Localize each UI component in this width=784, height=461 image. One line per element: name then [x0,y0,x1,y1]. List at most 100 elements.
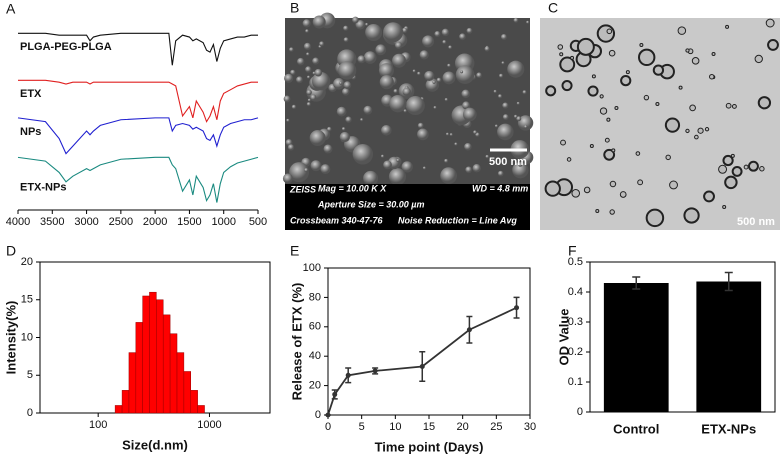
tem-image: 500 nm [540,18,780,234]
particle [440,167,457,185]
x-tick-label: 3000 [74,216,98,228]
histogram-bar [156,299,164,414]
histogram-bar [114,405,123,414]
particle [609,180,617,188]
particle [375,44,387,56]
y-axis-label: Release of ETX (%) [289,283,304,401]
y-axis-label: OD Value [556,308,571,365]
particle [703,190,715,203]
y-tick-label: 20 [309,380,321,392]
particle [417,71,421,76]
y-tick-label: 0 [577,406,583,418]
particle [383,160,392,170]
particle [570,55,575,60]
x-tick-label: 30 [524,421,536,433]
particle [652,64,665,76]
particle [747,160,759,172]
particle [544,180,561,197]
particle [757,96,772,110]
series-label: PLGA-PEG-PLGA [20,41,112,53]
particle [306,89,312,96]
particle [611,148,616,153]
particle [389,95,407,113]
histogram-bar [142,295,150,414]
particle [311,72,331,91]
info-noise: Noise Reduction = Line Avg [398,215,517,225]
particle [305,29,309,33]
particle [447,63,451,68]
particle [571,188,581,198]
particle [507,60,525,78]
particle [484,46,490,52]
particle [560,139,566,146]
particle [392,53,407,68]
particle [445,132,449,136]
line [18,79,258,123]
y-tick-label: 15 [21,294,33,306]
histogram-bar [135,322,143,414]
particle [639,42,644,47]
histogram-bar [183,371,191,414]
particle [596,24,616,43]
particle [394,41,403,49]
particle [513,114,518,119]
bar [603,283,669,412]
histogram-bar [149,291,157,414]
particle [497,170,504,177]
particle [724,175,738,190]
particle [441,28,450,37]
info-strip [285,184,530,230]
particle [402,27,408,34]
particle [339,131,350,143]
particle [283,95,291,103]
panel-label: D [6,243,16,259]
particle [635,151,641,156]
particle [462,107,477,122]
particle [444,98,448,102]
x-tick-label: 20 [457,421,469,433]
marker [514,305,520,311]
particle [306,102,311,107]
x-tick-label: 100 [89,419,107,431]
particle [754,54,763,64]
particle [309,129,326,147]
bar [696,281,762,412]
x-tick-label: 1000 [197,419,221,431]
particle [341,87,350,96]
particle [516,116,522,122]
scale-label: 500 nm [737,216,775,228]
marker [325,412,331,418]
particle [606,117,611,122]
particle [516,101,520,105]
particle [306,75,311,79]
sem-image: 500 nm ZEISS Mag = 10.00 K X WD = 4.8 mm… [282,12,534,230]
particle [473,130,477,135]
particle [304,168,309,173]
particle [606,28,613,35]
particle [614,106,619,111]
particle [619,191,627,198]
particle [343,81,352,89]
particle [333,78,345,90]
particle [485,154,489,159]
particle [312,57,320,65]
panel-label: F [568,243,577,259]
particle [460,70,464,74]
particle [432,80,436,84]
particle [502,102,509,109]
scale-label: 500 nm [489,156,527,168]
x-tick-label: 5 [359,421,365,433]
particle [433,106,437,110]
particle [767,39,779,51]
particle [312,15,326,29]
particle [472,164,481,173]
y-tick-label: 0.1 [568,376,583,388]
particle [363,105,373,115]
particle [731,103,737,109]
particle [665,154,671,161]
error-bar [724,271,733,292]
particle [286,118,290,122]
particle [363,51,377,64]
particle [303,42,312,51]
